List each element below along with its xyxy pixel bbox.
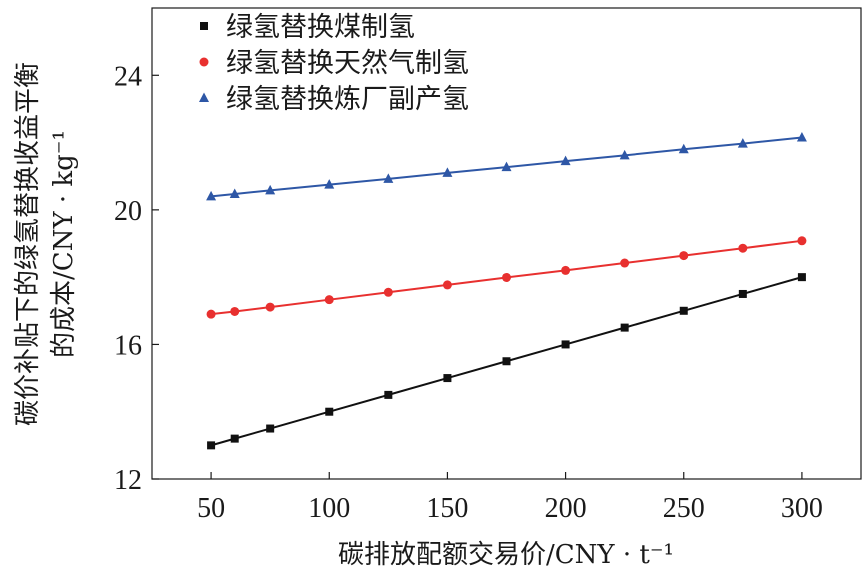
data-point: [501, 161, 512, 172]
legend-marker: [200, 22, 208, 30]
data-point: [442, 280, 452, 290]
data-point: [384, 390, 393, 399]
series-3: [206, 132, 807, 201]
legend-entry: 绿氢替换天然气制氢: [199, 48, 469, 79]
y-axis-label-line2: 的成本/CNY · kg⁻¹: [49, 130, 79, 358]
legend-label: 绿氢替换炼厂副产氢: [226, 84, 469, 115]
data-point: [383, 173, 394, 183]
data-point: [502, 357, 511, 366]
data-point: [229, 188, 240, 199]
data-point: [620, 323, 629, 332]
y-axis: 12 16 20 24: [114, 61, 159, 496]
series-line: [210, 276, 803, 447]
data-point: [678, 143, 689, 154]
data-point: [561, 340, 570, 349]
x-tick-label: 100: [308, 493, 350, 524]
x-tick-label: 200: [545, 493, 587, 524]
y-tick-label: 24: [114, 61, 142, 92]
data-point: [561, 265, 571, 275]
data-point: [738, 289, 747, 298]
data-point: [207, 441, 216, 450]
data-point: [442, 167, 453, 177]
x-tick-label: 150: [426, 493, 468, 524]
x-tick-label: 300: [781, 493, 823, 524]
series-1: [207, 273, 806, 450]
legend-label: 绿氢替换天然气制氢: [226, 48, 469, 79]
data-point: [265, 302, 275, 312]
y-axis-label: 碳价补贴下的绿氢替换收益平衡 的成本/CNY · kg⁻¹: [13, 62, 79, 426]
x-axis-label: 碳排放配额交易价/CNY · t⁻¹: [338, 540, 674, 570]
data-point: [502, 272, 511, 282]
data-point: [206, 190, 217, 201]
legend-marker: [199, 92, 209, 102]
data-point: [797, 236, 807, 246]
data-point: [230, 306, 240, 316]
data-point: [443, 374, 452, 383]
legend-entry: 绿氢替换煤制氢: [200, 12, 415, 43]
series-2: [206, 236, 807, 319]
series-layer: [206, 132, 807, 450]
data-point: [796, 132, 807, 142]
data-point: [266, 424, 275, 433]
x-axis: 50 100 150 200 250 300: [197, 472, 823, 524]
data-point: [738, 243, 748, 253]
data-point: [679, 251, 689, 261]
data-point: [797, 273, 806, 282]
data-point: [679, 306, 688, 315]
data-point: [737, 138, 748, 148]
y-axis-label-line1: 碳价补贴下的绿氢替换收益平衡: [13, 62, 43, 426]
x-tick-label: 50: [197, 493, 225, 524]
data-point: [325, 407, 334, 416]
y-tick-label: 16: [114, 330, 142, 361]
plot-frame: [151, 7, 862, 480]
legend-marker: [199, 57, 209, 67]
y-tick-label: 12: [114, 465, 142, 496]
x-tick-label: 250: [663, 493, 705, 524]
data-point: [383, 287, 393, 297]
data-point: [619, 149, 630, 160]
legend-entry: 绿氢替换炼厂副产氢: [199, 84, 469, 115]
y-tick-label: 20: [114, 196, 142, 227]
data-point: [324, 295, 334, 305]
legend-label: 绿氢替换煤制氢: [226, 12, 415, 43]
data-point: [560, 155, 571, 166]
series-line: [210, 136, 803, 198]
data-point: [265, 184, 276, 195]
data-point: [206, 309, 216, 319]
data-point: [620, 258, 630, 268]
data-point: [324, 179, 335, 189]
data-point: [230, 434, 239, 443]
series-line: [210, 239, 803, 316]
